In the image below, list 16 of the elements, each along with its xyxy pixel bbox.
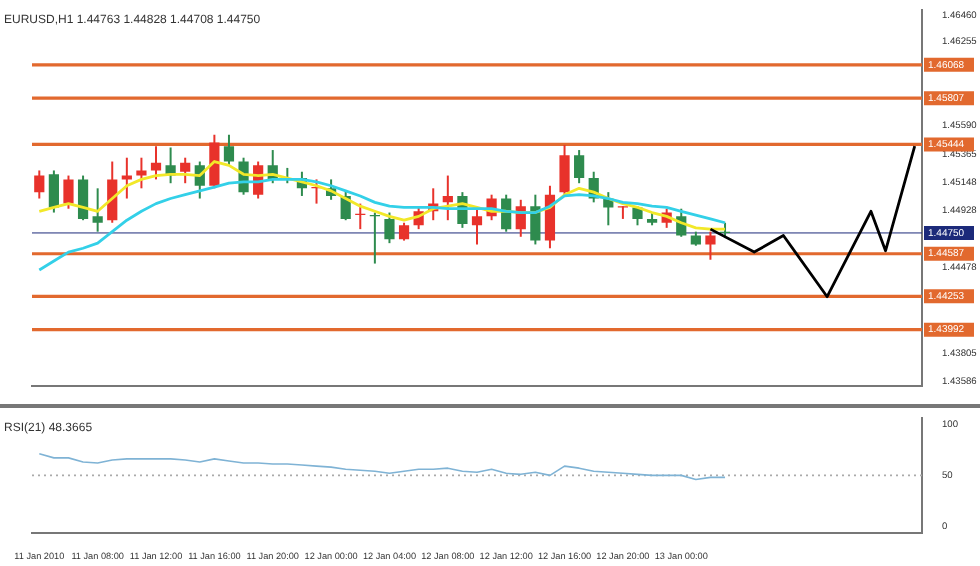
candlestick bbox=[559, 143, 570, 197]
candlestick bbox=[48, 169, 59, 214]
candlestick bbox=[92, 187, 103, 233]
candlestick bbox=[150, 145, 162, 181]
candlestick bbox=[384, 211, 395, 245]
candlestick bbox=[180, 156, 191, 185]
candlestick bbox=[223, 133, 235, 167]
candlestick bbox=[574, 149, 585, 185]
candlestick bbox=[705, 230, 716, 261]
candlestick bbox=[530, 193, 541, 246]
candlestick bbox=[63, 174, 74, 210]
candlestick bbox=[136, 156, 147, 190]
candlestick bbox=[77, 174, 89, 222]
candlestick bbox=[471, 206, 483, 246]
candlestick bbox=[442, 174, 453, 222]
candlestick bbox=[34, 169, 45, 200]
